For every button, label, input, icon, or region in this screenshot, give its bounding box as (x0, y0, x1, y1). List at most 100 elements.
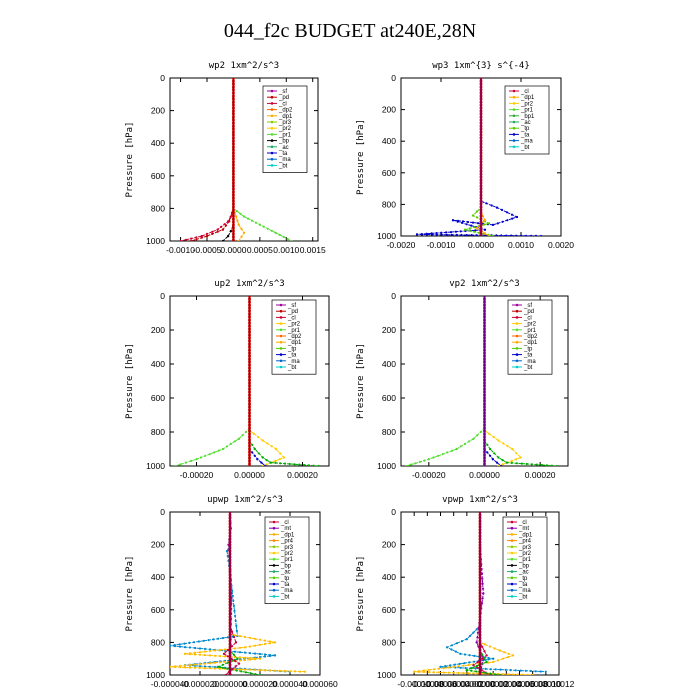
series-line_pd (190, 78, 234, 241)
series-point_ta (465, 223, 468, 226)
series-point_pr2 (268, 642, 272, 645)
series-point_pr1 (303, 463, 306, 466)
legend-entry: _ma (280, 588, 293, 594)
series-point_pr1 (493, 673, 497, 675)
series-point_pd (205, 235, 209, 238)
series-point_dp1 (234, 665, 237, 668)
series-point_ta (544, 670, 547, 673)
series-point_pr2 (462, 664, 465, 667)
series-point_pr1 (497, 456, 500, 459)
series-point_ta (483, 228, 487, 231)
legend-marker (270, 157, 274, 161)
series-point_pr2 (273, 641, 277, 644)
series-point_ta (226, 636, 229, 639)
series-point_pr1 (261, 456, 264, 459)
legend-entry: _pr2 (520, 101, 534, 107)
series-point_ta (504, 668, 507, 672)
legend-marker (510, 564, 514, 567)
series-point_pr2 (442, 667, 445, 670)
series-point_dp1 (483, 650, 486, 653)
series-point_pr2 (213, 649, 217, 652)
series-point_pr2 (472, 672, 475, 675)
series-point_ta (450, 648, 453, 651)
legend-entry: _cl (280, 520, 289, 526)
series-point_ta (472, 631, 475, 634)
series-point_dp2 (450, 449, 454, 452)
legend-marker (272, 539, 276, 542)
series-point_pr2 (278, 458, 281, 461)
x-tick-label: 0.00002 (478, 679, 509, 689)
legend-marker (279, 303, 283, 307)
series-point_ta (489, 668, 492, 671)
legend-entry: _pr2 (518, 551, 532, 557)
series-point_pr2 (193, 666, 197, 669)
series-point_ta (268, 654, 272, 658)
series-point_pr2 (467, 672, 470, 675)
x-tick-label: -0.00010 (397, 679, 431, 689)
series-point_pd (216, 230, 219, 233)
series-point_pr2 (506, 673, 510, 675)
series-point_pr1 (242, 215, 246, 218)
series-point_ta (231, 589, 234, 593)
legend-marker (510, 582, 514, 586)
series-point_pr2 (248, 636, 252, 640)
series-point_pr2 (457, 671, 460, 675)
series-point_pr1 (258, 673, 262, 675)
series-point_pr2 (521, 673, 524, 675)
legend-marker (510, 539, 514, 542)
series-point_pr2 (238, 668, 242, 671)
legend-entry: _bt (287, 365, 297, 371)
series-point_pr1 (221, 663, 224, 666)
series-point_ta (491, 223, 495, 226)
series-point_pr1 (505, 461, 508, 464)
series-point_pd (224, 224, 228, 227)
series-point_dp2 (476, 434, 479, 437)
series-point_pr2 (238, 646, 242, 649)
legend-entry: _bp1 (520, 114, 535, 120)
series-point_ta (511, 217, 514, 220)
series-point_ta (253, 454, 256, 457)
series-point_ta (456, 220, 459, 223)
series-point_pr2 (203, 667, 207, 670)
page-title: 044_f2c BUDGET at240E,28N (223, 20, 477, 42)
x-tick-label: -0.00004 (437, 679, 471, 689)
legend-marker (279, 359, 283, 363)
legend-entry: _pr2 (287, 322, 301, 328)
x-tick-label: -0.00008 (411, 679, 445, 689)
legend-entry: _dp1 (520, 95, 535, 101)
series-point_pr1 (235, 669, 238, 672)
series-point_ta (233, 650, 237, 653)
series-point_ta (193, 646, 197, 650)
series-point_dp2 (479, 430, 482, 434)
series-point_ta (458, 662, 461, 666)
series-point_ta (449, 231, 453, 234)
series-point_ta (188, 646, 192, 649)
series-point_pr2 (283, 669, 287, 673)
series-point_ta (509, 669, 512, 672)
legend-entry: _ta (280, 582, 290, 588)
legend-marker (515, 334, 519, 338)
legend-marker (279, 316, 283, 319)
legend-entry: _ma (278, 157, 291, 163)
series-point_pr2 (447, 671, 450, 674)
legend-marker (279, 340, 283, 344)
series-point_pr2 (507, 652, 510, 655)
series-point_dp2 (472, 437, 475, 440)
series-point_cl (211, 230, 214, 233)
x-tick-label: -0.000020 (181, 679, 220, 689)
series-point_dp2 (441, 453, 444, 456)
series-group (170, 512, 307, 675)
series-point_pr2 (193, 653, 197, 656)
series-point_pr1 (257, 452, 260, 455)
legend-entry: _pr2 (278, 126, 292, 132)
series-point_ta (486, 451, 489, 454)
legend-entry: _ta (520, 132, 530, 138)
series-point_tp (468, 229, 471, 232)
series-point_pr1 (493, 452, 496, 455)
series-point_dp2 (437, 454, 440, 457)
legend-marker (279, 353, 283, 356)
y-tick-label: 200 (382, 540, 396, 550)
series-point_pr2 (233, 647, 237, 650)
series-point_ta (519, 669, 522, 672)
series-point_pr2 (178, 666, 182, 669)
